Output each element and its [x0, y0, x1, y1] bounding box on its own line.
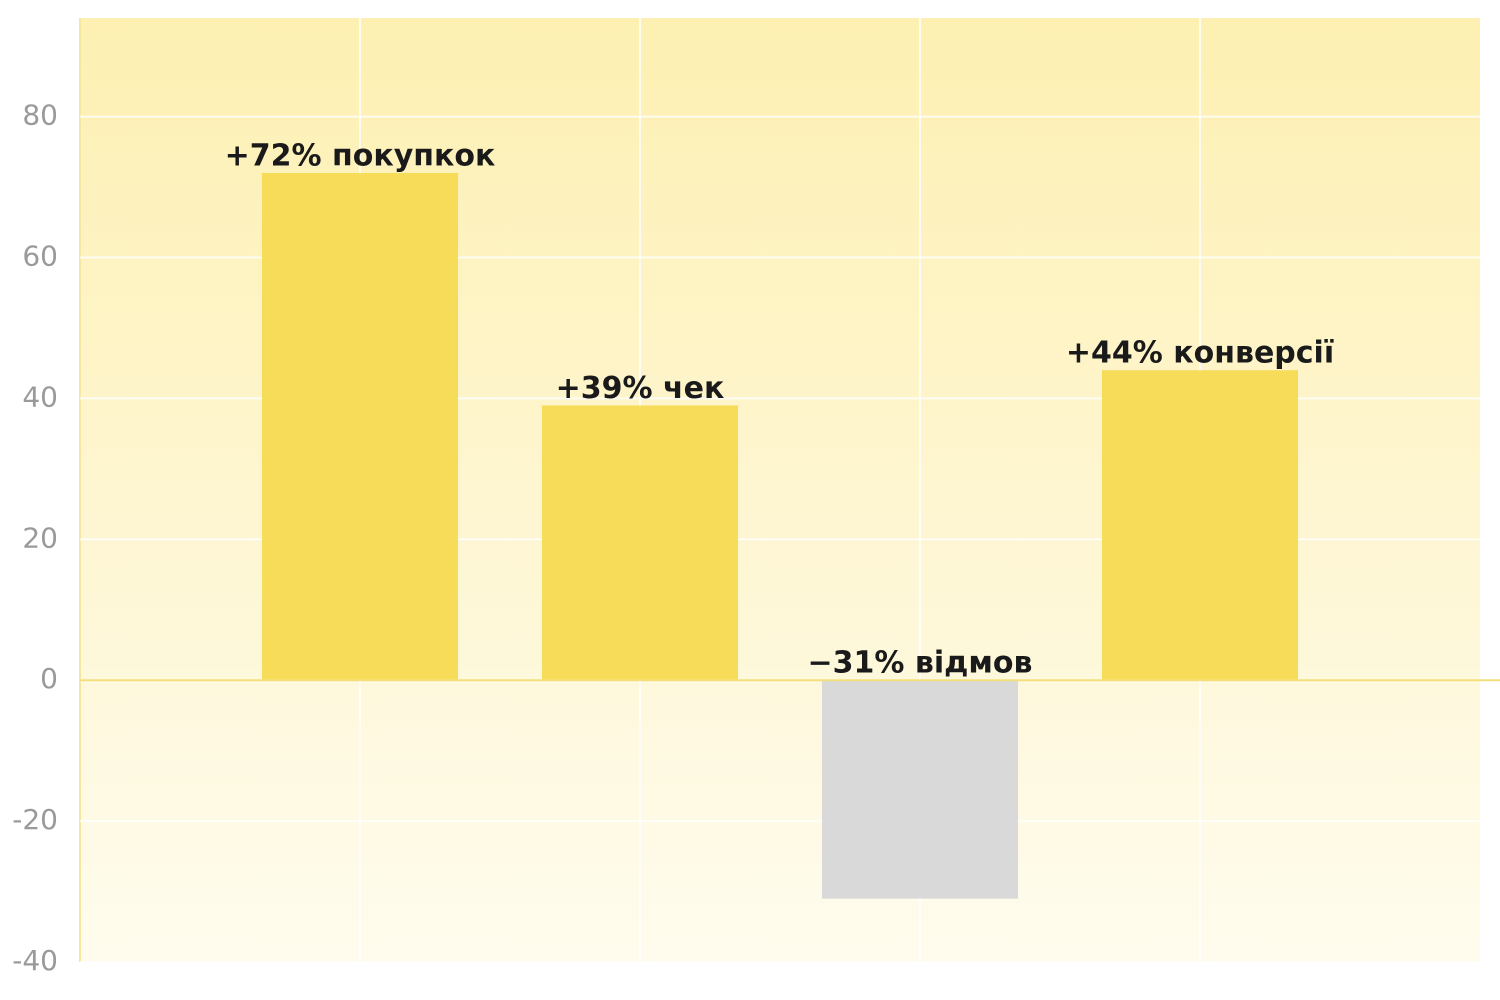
y-tick-label: -20: [12, 803, 58, 836]
data-label: −31% відмов: [808, 646, 1033, 681]
data-label: +44% конверсії: [1066, 336, 1334, 371]
y-tick-label: 60: [22, 240, 58, 273]
bar: [542, 405, 738, 681]
data-label: +39% чек: [556, 371, 725, 406]
bar: [822, 680, 1018, 899]
y-tick-label: 0: [40, 662, 58, 695]
y-tick-label: 40: [22, 380, 58, 413]
data-label: +72% покупкок: [225, 138, 496, 173]
bar: [262, 172, 458, 681]
y-tick-label: 20: [22, 521, 58, 554]
bar: [1102, 370, 1298, 681]
y-tick-label: -40: [12, 944, 58, 977]
y-tick-label: 80: [22, 99, 58, 132]
